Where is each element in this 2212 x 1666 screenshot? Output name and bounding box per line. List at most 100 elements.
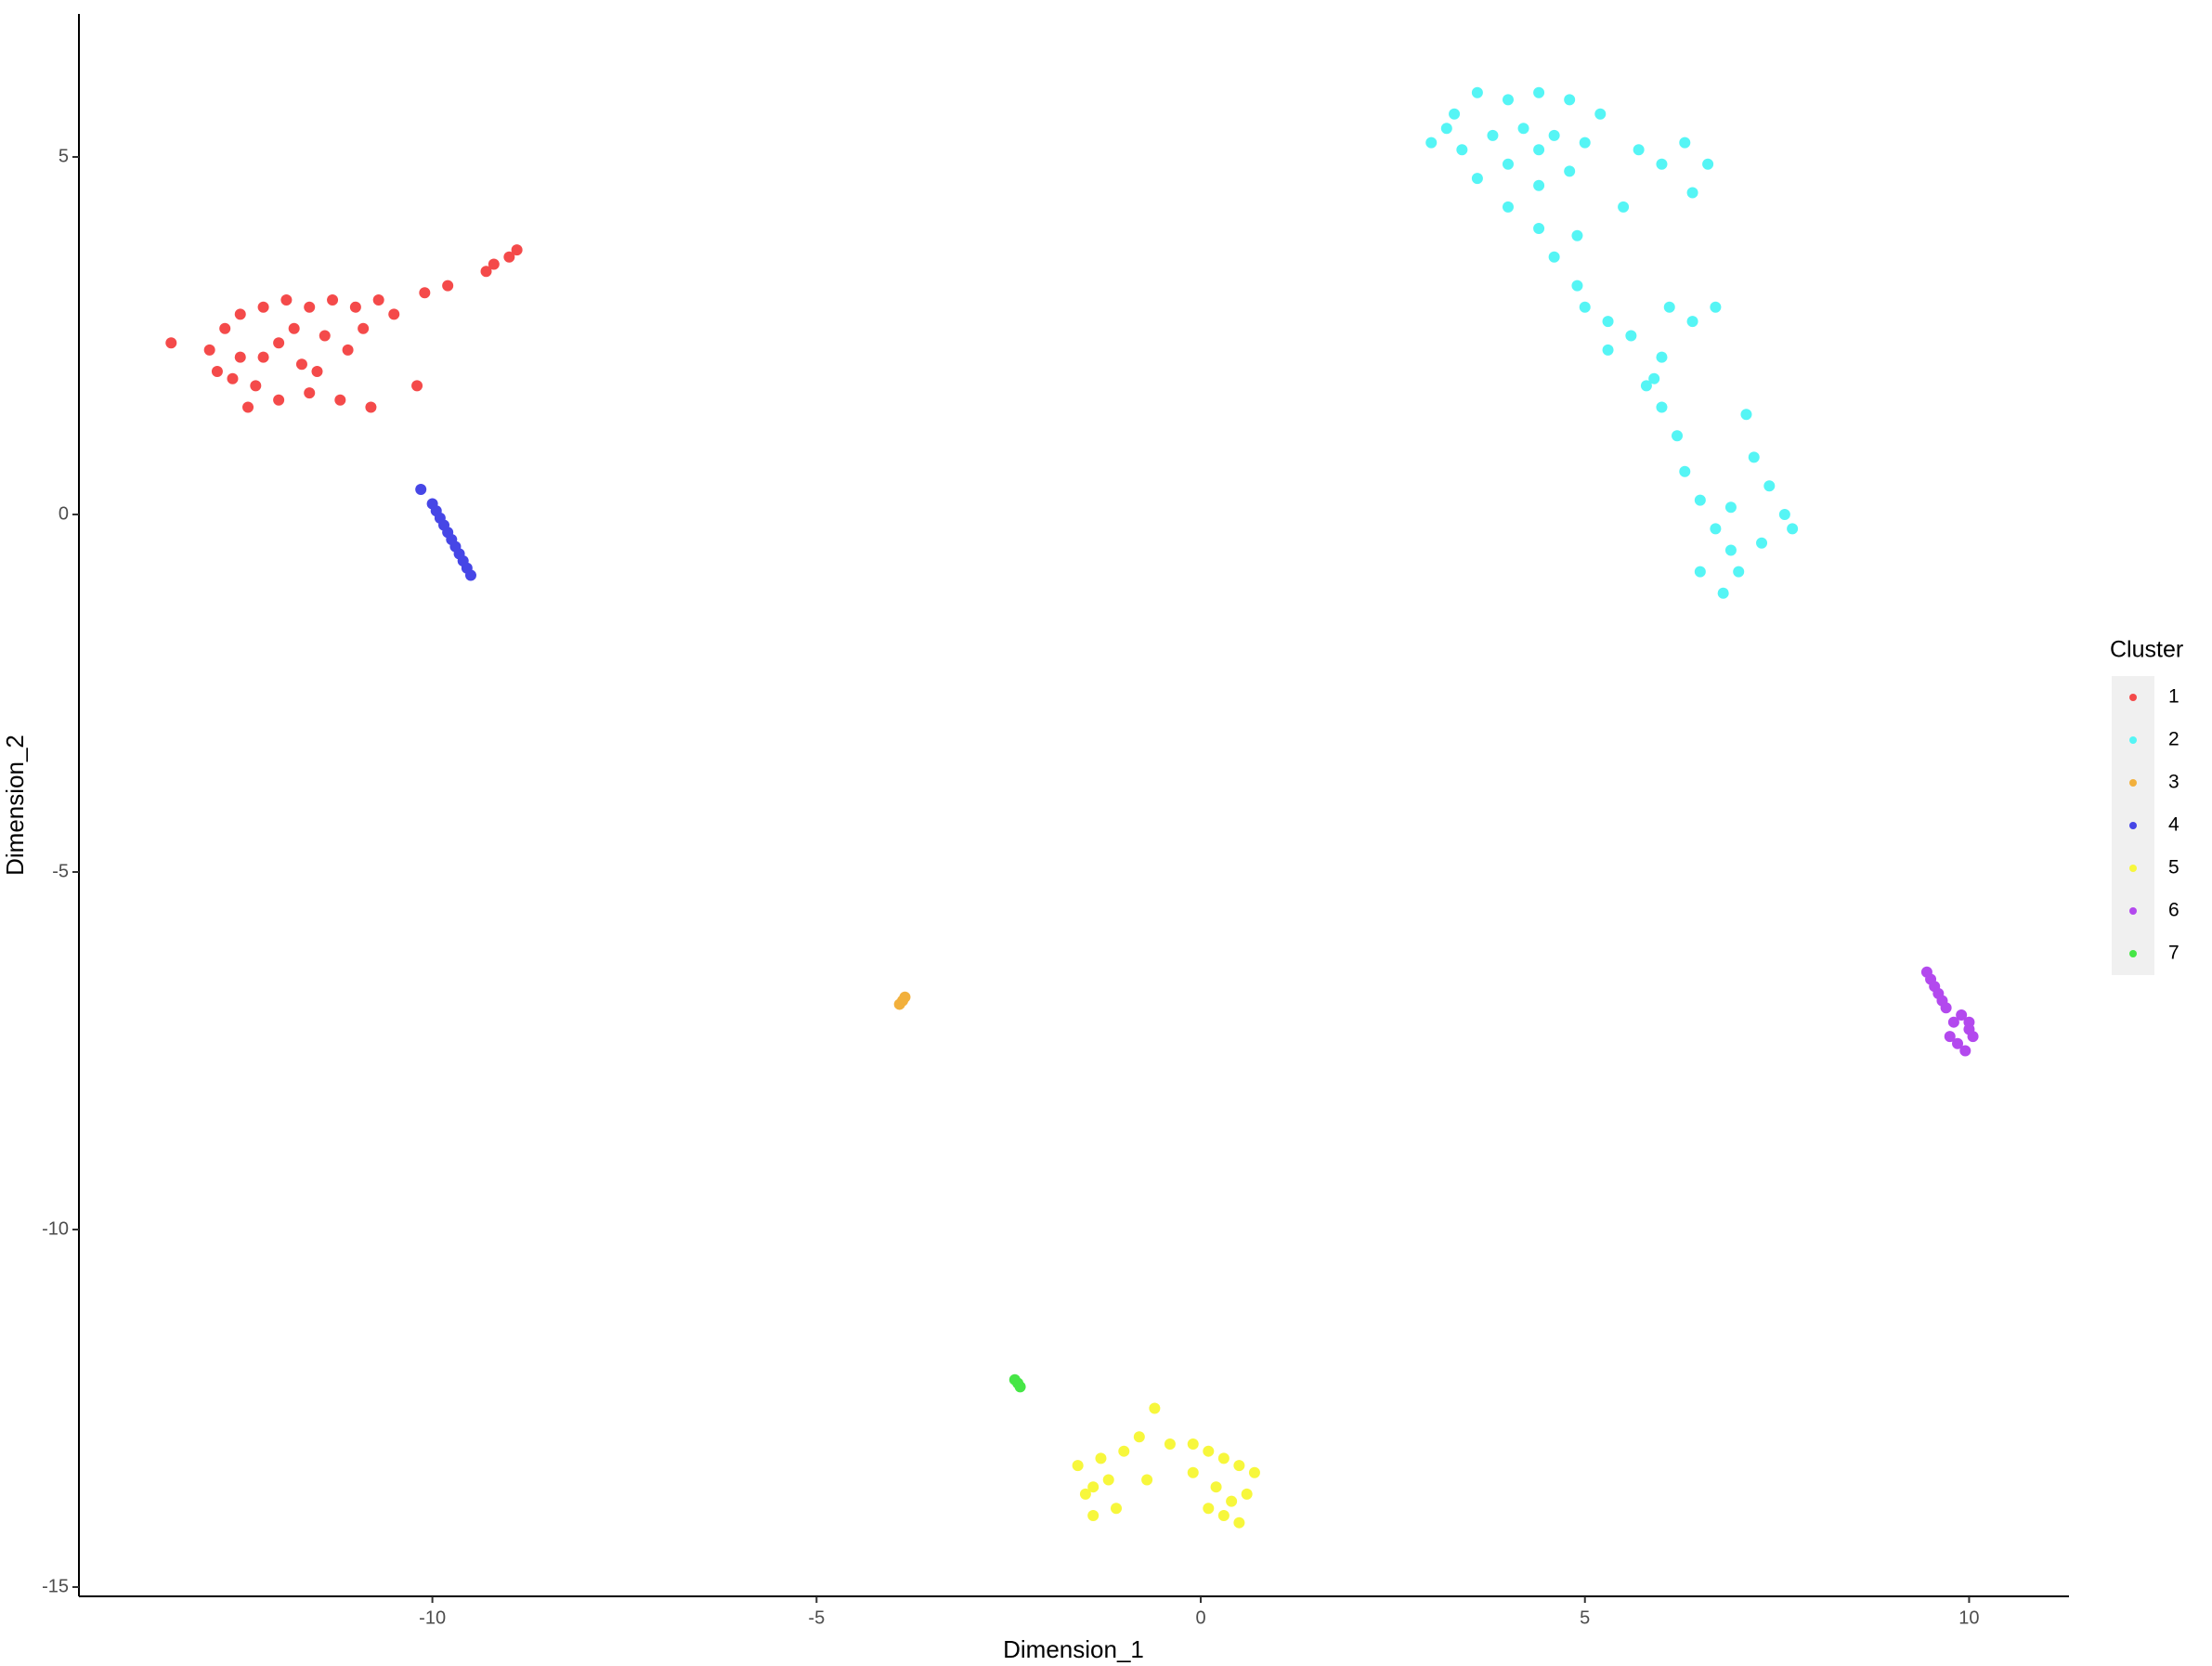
point	[1956, 1009, 1968, 1021]
point	[1187, 1466, 1199, 1478]
point	[1694, 494, 1706, 506]
legend-key	[2129, 736, 2137, 744]
point	[464, 569, 476, 581]
point	[1963, 1023, 1975, 1035]
legend-key	[2129, 907, 2137, 915]
point	[1618, 201, 1630, 213]
legend-key	[2129, 694, 2137, 701]
point	[1233, 1516, 1245, 1529]
point	[234, 308, 246, 320]
point	[1564, 165, 1576, 177]
point	[257, 351, 269, 363]
x-tick-label: -10	[419, 1607, 446, 1628]
point	[1095, 1452, 1107, 1464]
point	[342, 344, 354, 356]
point	[1111, 1503, 1123, 1515]
point	[1133, 1431, 1145, 1443]
legend-label: 2	[2168, 729, 2179, 750]
point	[1440, 123, 1452, 135]
point	[419, 287, 431, 299]
point	[1471, 86, 1483, 98]
point	[1149, 1402, 1161, 1414]
point	[1141, 1474, 1153, 1486]
point	[1594, 108, 1607, 120]
point	[1533, 144, 1545, 156]
point	[1233, 1460, 1245, 1472]
point	[1548, 251, 1560, 263]
point	[1656, 158, 1668, 170]
point	[1702, 158, 1714, 170]
y-tick-label: 5	[59, 146, 69, 166]
point	[1102, 1474, 1114, 1486]
point	[1940, 1002, 1952, 1014]
point	[1787, 523, 1799, 535]
point	[1487, 129, 1499, 141]
point	[1203, 1445, 1215, 1457]
point	[1947, 1016, 1959, 1028]
point	[1733, 566, 1745, 578]
legend-title: Cluster	[2110, 637, 2183, 663]
point	[442, 280, 454, 292]
point	[1087, 1509, 1099, 1521]
legend-key	[2129, 779, 2137, 787]
point	[1217, 1509, 1230, 1521]
point	[372, 293, 384, 306]
legend-label: 4	[2168, 814, 2179, 836]
point	[1210, 1481, 1222, 1493]
point	[1072, 1460, 1084, 1472]
point	[1579, 301, 1591, 313]
point	[415, 484, 427, 496]
point	[1533, 179, 1545, 191]
point	[1533, 86, 1545, 98]
point	[304, 387, 316, 399]
point	[358, 322, 370, 334]
point	[203, 344, 215, 356]
point	[1944, 1031, 1956, 1043]
point	[1014, 1381, 1026, 1393]
point	[1710, 523, 1722, 535]
y-tick-label: -5	[52, 861, 69, 881]
point	[304, 301, 316, 313]
point	[1425, 137, 1438, 149]
x-tick-label: 0	[1195, 1607, 1205, 1628]
point	[1241, 1488, 1253, 1500]
point	[273, 394, 285, 406]
point	[1686, 316, 1698, 328]
point	[1226, 1495, 1238, 1507]
point	[1959, 1045, 1971, 1057]
point	[1724, 501, 1737, 514]
point	[1656, 401, 1668, 413]
point	[1748, 451, 1760, 463]
point	[1087, 1481, 1099, 1493]
point	[257, 301, 269, 313]
point	[1564, 94, 1576, 106]
legend-label: 5	[2168, 857, 2179, 879]
point	[488, 258, 500, 270]
point	[1694, 566, 1706, 578]
point	[1571, 229, 1583, 241]
point	[1672, 430, 1684, 442]
point	[365, 401, 377, 413]
point	[1079, 1488, 1091, 1500]
y-tick-label: 0	[59, 503, 69, 524]
point	[227, 372, 239, 384]
point	[288, 322, 300, 334]
point	[1656, 351, 1668, 363]
point	[1187, 1438, 1199, 1450]
point	[1502, 201, 1514, 213]
legend-label: 1	[2168, 686, 2179, 708]
point	[899, 991, 911, 1003]
point	[165, 337, 177, 349]
point	[1648, 372, 1660, 384]
point	[480, 266, 492, 278]
point	[1663, 301, 1675, 313]
point	[511, 244, 523, 256]
point	[1471, 173, 1483, 185]
point	[319, 330, 331, 342]
point	[1579, 137, 1591, 149]
point	[1449, 108, 1461, 120]
point	[1602, 316, 1614, 328]
point	[1118, 1445, 1130, 1457]
legend-key	[2129, 865, 2137, 872]
